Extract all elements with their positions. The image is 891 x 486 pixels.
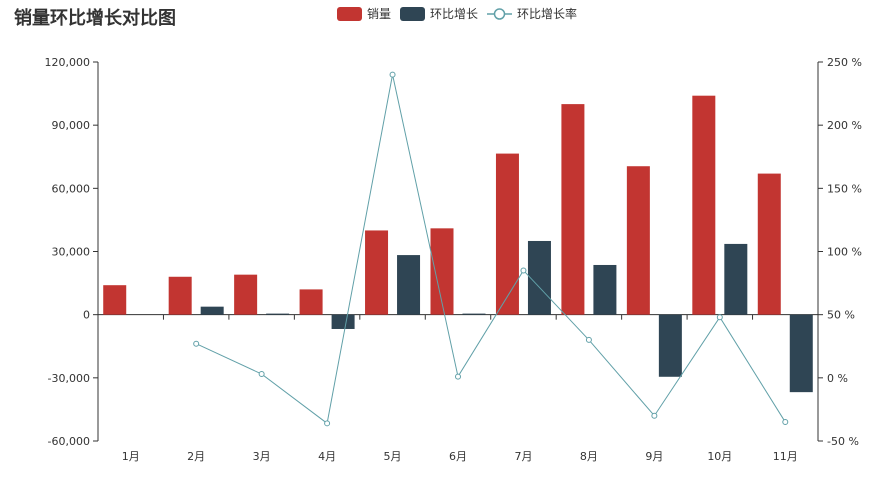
y-left-tick-label: -60,000 <box>48 435 90 448</box>
bar <box>103 285 127 315</box>
bar <box>495 153 519 315</box>
x-tick-label: 5月 <box>384 450 402 463</box>
y-right-tick-label: -50 % <box>827 435 859 448</box>
bar <box>234 274 258 315</box>
bar <box>757 173 781 315</box>
bar <box>462 313 486 315</box>
bar <box>561 104 585 315</box>
bar <box>626 166 650 315</box>
bar <box>365 230 389 315</box>
x-tick-label: 7月 <box>514 450 532 463</box>
legend-swatch-marker <box>493 8 506 20</box>
growth-rate-point <box>520 267 527 274</box>
legend-swatch <box>337 7 362 21</box>
growth-rate-point <box>193 340 200 347</box>
y-right-tick-label: 150 % <box>827 182 862 195</box>
y-right-tick-label: 100 % <box>827 246 862 259</box>
line-series <box>193 71 789 427</box>
x-tick-label: 6月 <box>449 450 467 463</box>
legend-swatch <box>400 7 425 21</box>
bar <box>658 314 682 377</box>
y-left-tick-label: 60,000 <box>52 182 91 195</box>
y-axis-right: -50 % 0 % 50 % 100 % 150 % 200 % 250 % <box>817 56 862 448</box>
bar <box>299 289 323 315</box>
bar <box>593 264 617 315</box>
y-left-tick-label: 30,000 <box>52 246 91 259</box>
x-tick-label: 8月 <box>580 450 598 463</box>
bar <box>789 314 813 393</box>
legend-label: 环比增长率 <box>517 6 577 21</box>
chart-title: 销量环比增长对比图 <box>14 8 176 29</box>
legend-label: 销量 <box>367 7 391 21</box>
bar <box>527 240 551 315</box>
growth-rate-point <box>651 412 658 419</box>
x-tick-label: 2月 <box>187 450 205 463</box>
growth-rate-line <box>195 74 786 425</box>
growth-rate-point <box>258 371 265 378</box>
growth-rate-point <box>716 314 723 321</box>
bar <box>724 243 748 315</box>
y-left-tick-label: 120,000 <box>45 56 91 69</box>
growth-rate-point <box>585 336 592 343</box>
bar <box>331 314 355 329</box>
bar <box>430 228 454 315</box>
x-tick-label: 11月 <box>773 450 798 463</box>
x-axis: 1月 2月 3月 4月 5月 6月 7月 8月 9月 10月 11月 <box>97 314 819 463</box>
y-right-tick-label: 200 % <box>827 119 862 132</box>
y-left-tick-label: -30,000 <box>48 372 90 385</box>
bar <box>692 95 716 315</box>
x-tick-label: 9月 <box>645 450 663 463</box>
legend[interactable]: 销量 环比增长 环比增长率 <box>337 6 577 21</box>
x-tick-label: 10月 <box>707 450 732 463</box>
bar <box>397 255 421 315</box>
bar <box>266 313 290 315</box>
x-tick-label: 4月 <box>318 450 336 463</box>
bar-series <box>103 95 813 393</box>
y-right-tick-label: 0 % <box>827 372 848 385</box>
growth-rate-point <box>324 420 331 427</box>
x-tick-label: 1月 <box>122 450 140 463</box>
y-left-tick-label: 0 <box>83 309 90 322</box>
y-axis-left: -60,000 -30,000 0 30,000 60,000 90,000 120,000 <box>45 56 99 448</box>
growth-rate-point <box>455 373 461 380</box>
legend-label: 环比增长 <box>430 7 478 21</box>
y-right-tick-label: 50 % <box>827 309 855 322</box>
bar <box>168 276 192 315</box>
growth-rate-point <box>782 419 789 426</box>
growth-rate-point <box>389 71 396 78</box>
y-right-tick-label: 250 % <box>827 56 862 69</box>
bar <box>200 306 224 315</box>
y-left-tick-label: 90,000 <box>52 119 91 132</box>
x-tick-label: 3月 <box>253 450 271 463</box>
